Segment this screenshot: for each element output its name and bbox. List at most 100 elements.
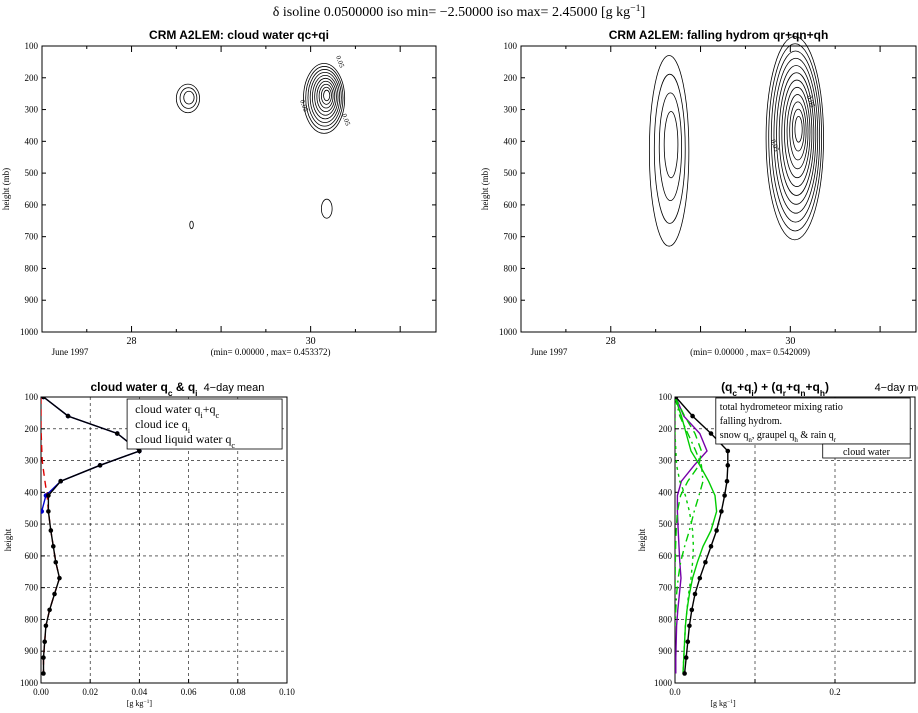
data-point — [41, 509, 45, 514]
legend-entry: falling hydrom. — [720, 416, 782, 427]
y-tick-label: 700 — [504, 232, 518, 242]
data-point — [690, 413, 695, 419]
panel-title-suffix: 4−day mean — [204, 382, 265, 394]
data-point — [43, 623, 49, 629]
contour-label: 0.05 — [340, 113, 352, 128]
y-tick-label: 600 — [25, 551, 39, 561]
stats-label: (min= 0.00000 , max= 0.453372) — [211, 347, 331, 357]
series-line — [675, 397, 704, 626]
data-point — [682, 671, 687, 676]
panel-title: (qc+qi) + (qr+qn+qh) — [721, 380, 829, 398]
contour-line — [781, 79, 813, 187]
y-tick-label: 1000 — [20, 327, 39, 337]
legend-box — [715, 397, 911, 445]
x-tick-label: 0.2 — [829, 687, 840, 697]
data-point — [692, 591, 698, 597]
contour-line — [658, 92, 682, 202]
x-tick-label: 0.10 — [279, 687, 295, 697]
legend-box — [822, 443, 911, 459]
y-tick-label: 600 — [504, 200, 518, 210]
y-tick-label: 200 — [25, 424, 39, 434]
x-axis-label: June 1997 — [52, 347, 89, 357]
y-tick-label: 900 — [659, 646, 673, 656]
panel-title: CRM A2LEM: cloud water qc+qi — [149, 28, 329, 42]
contour-line — [303, 63, 346, 134]
contour-label: 0.05 — [805, 94, 817, 109]
y-tick-label: 1000 — [20, 678, 39, 688]
data-point — [725, 463, 731, 468]
data-point — [46, 509, 51, 514]
data-point — [51, 544, 56, 549]
data-point — [697, 575, 703, 581]
contour-line — [768, 43, 822, 232]
series-line — [42, 397, 141, 674]
x-axis-label: [g kg−1] — [710, 699, 736, 708]
y-tick-label: 1000 — [654, 678, 673, 688]
data-point — [714, 528, 719, 533]
y-axis-label: height — [637, 528, 647, 551]
y-tick-label: 500 — [25, 168, 39, 178]
y-tick-label: 600 — [659, 551, 673, 561]
x-tick-label: 28 — [127, 336, 137, 347]
data-point — [53, 559, 59, 565]
y-axis-label: height (mb) — [480, 168, 490, 210]
contour-line — [305, 66, 344, 131]
data-point — [689, 607, 695, 613]
contour-label: 0.05 — [334, 55, 346, 70]
contour-line — [794, 115, 803, 143]
y-tick-label: 800 — [504, 263, 518, 273]
x-tick-label: 30 — [306, 336, 316, 347]
series-line — [675, 397, 729, 674]
data-point — [97, 463, 103, 468]
y-tick-label: 700 — [25, 232, 39, 242]
y-tick-label: 100 — [25, 41, 39, 51]
data-point — [708, 431, 714, 436]
data-point — [687, 623, 692, 629]
data-point — [41, 397, 46, 400]
contour-line — [179, 87, 198, 109]
y-tick-label: 100 — [504, 41, 518, 51]
x-tick-label: 0.06 — [181, 687, 197, 697]
y-tick-label: 900 — [25, 646, 39, 656]
y-tick-label: 200 — [659, 424, 673, 434]
legend-entry: cloud water qi+qc — [135, 402, 219, 420]
figure-header: δ isoline 0.0500000 iso min= −2.50000 is… — [273, 3, 645, 21]
y-tick-label: 300 — [504, 105, 518, 115]
y-tick-label: 300 — [25, 456, 39, 466]
contour-line — [765, 36, 824, 241]
y-tick-label: 900 — [25, 295, 39, 305]
data-point — [722, 493, 727, 498]
legend-box — [126, 398, 283, 450]
contour-line — [320, 198, 333, 219]
legend-entry: snow qn, graupel qh & rain qr — [720, 430, 837, 444]
y-tick-label: 500 — [659, 519, 673, 529]
contour-line — [312, 74, 339, 120]
data-point — [708, 544, 714, 549]
x-axis-label: June 1997 — [531, 347, 568, 357]
y-tick-label: 400 — [504, 136, 518, 146]
y-tick-label: 200 — [25, 73, 39, 83]
contour-line — [309, 71, 341, 123]
x-tick-label: 28 — [606, 336, 616, 347]
contour-line — [663, 111, 679, 179]
x-tick-label: 0.00 — [33, 687, 49, 697]
contour-line — [314, 77, 337, 116]
contour-line — [776, 65, 817, 205]
legend-entry: cloud liquid water qc — [135, 432, 235, 450]
contour-line — [653, 73, 686, 224]
y-tick-label: 300 — [659, 456, 673, 466]
contour-line — [786, 94, 809, 170]
contour-line — [323, 89, 331, 102]
plot-frame — [520, 45, 917, 333]
data-point — [675, 397, 679, 400]
stats-label: (min= 0.00000 , max= 0.542009) — [690, 347, 810, 357]
data-point — [725, 448, 731, 454]
y-tick-label: 800 — [25, 614, 39, 624]
data-point — [52, 591, 57, 597]
panel-title: CRM A2LEM: falling hydrom qr+qn+qh — [609, 28, 829, 42]
x-axis-label: [g kg−1] — [127, 699, 153, 708]
data-point — [685, 639, 691, 644]
contour-line — [791, 108, 805, 152]
contour-line — [307, 69, 342, 127]
data-point — [48, 528, 54, 533]
